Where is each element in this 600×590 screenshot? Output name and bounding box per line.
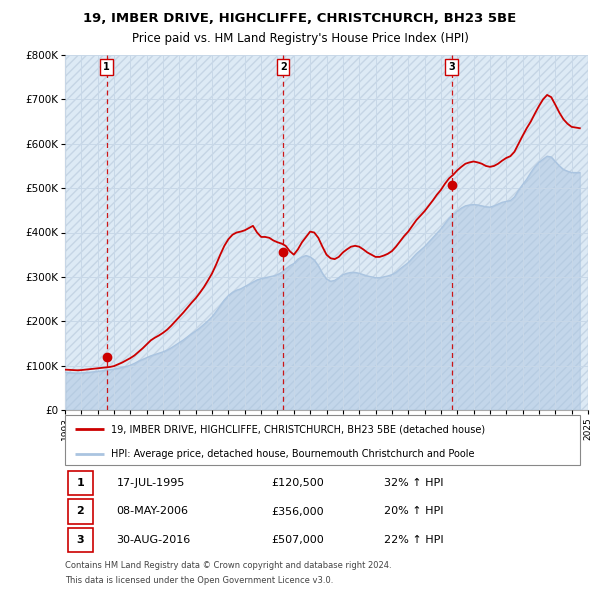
Text: 19, IMBER DRIVE, HIGHCLIFFE, CHRISTCHURCH, BH23 5BE (detached house): 19, IMBER DRIVE, HIGHCLIFFE, CHRISTCHURC… <box>112 424 485 434</box>
Text: Price paid vs. HM Land Registry's House Price Index (HPI): Price paid vs. HM Land Registry's House … <box>131 32 469 45</box>
Text: 2: 2 <box>280 62 287 71</box>
FancyBboxPatch shape <box>65 415 580 465</box>
Text: 1: 1 <box>77 478 85 488</box>
Text: HPI: Average price, detached house, Bournemouth Christchurch and Poole: HPI: Average price, detached house, Bour… <box>112 449 475 459</box>
Text: 2: 2 <box>77 506 85 516</box>
Text: This data is licensed under the Open Government Licence v3.0.: This data is licensed under the Open Gov… <box>65 576 334 585</box>
Bar <box>68 471 94 495</box>
Bar <box>68 499 94 524</box>
Text: 08-MAY-2006: 08-MAY-2006 <box>116 506 188 516</box>
Text: 3: 3 <box>77 535 84 545</box>
Bar <box>68 528 94 552</box>
Text: £120,500: £120,500 <box>271 478 324 488</box>
Text: 32% ↑ HPI: 32% ↑ HPI <box>385 478 444 488</box>
Text: 30-AUG-2016: 30-AUG-2016 <box>116 535 191 545</box>
Text: £507,000: £507,000 <box>271 535 324 545</box>
Text: 17-JUL-1995: 17-JUL-1995 <box>116 478 185 488</box>
Text: £356,000: £356,000 <box>271 506 323 516</box>
Text: Contains HM Land Registry data © Crown copyright and database right 2024.: Contains HM Land Registry data © Crown c… <box>65 561 392 570</box>
Text: 20% ↑ HPI: 20% ↑ HPI <box>385 506 444 516</box>
Text: 22% ↑ HPI: 22% ↑ HPI <box>385 535 444 545</box>
Text: 1: 1 <box>103 62 110 71</box>
Text: 19, IMBER DRIVE, HIGHCLIFFE, CHRISTCHURCH, BH23 5BE: 19, IMBER DRIVE, HIGHCLIFFE, CHRISTCHURC… <box>83 12 517 25</box>
Text: 3: 3 <box>448 62 455 71</box>
